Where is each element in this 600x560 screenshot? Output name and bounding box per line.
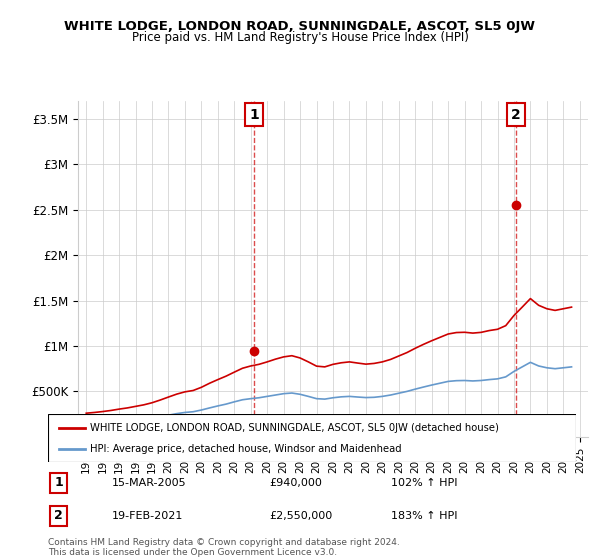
Text: 183% ↑ HPI: 183% ↑ HPI xyxy=(391,511,458,521)
Text: 15-MAR-2005: 15-MAR-2005 xyxy=(112,478,186,488)
Text: 19-FEB-2021: 19-FEB-2021 xyxy=(112,511,183,521)
Text: HPI: Average price, detached house, Windsor and Maidenhead: HPI: Average price, detached house, Wind… xyxy=(90,444,402,454)
Text: 1: 1 xyxy=(54,477,63,489)
Text: WHITE LODGE, LONDON ROAD, SUNNINGDALE, ASCOT, SL5 0JW (detached house): WHITE LODGE, LONDON ROAD, SUNNINGDALE, A… xyxy=(90,423,499,433)
Text: Price paid vs. HM Land Registry's House Price Index (HPI): Price paid vs. HM Land Registry's House … xyxy=(131,31,469,44)
Text: £940,000: £940,000 xyxy=(270,478,323,488)
Text: 1: 1 xyxy=(249,108,259,122)
Text: 102% ↑ HPI: 102% ↑ HPI xyxy=(391,478,458,488)
Text: £2,550,000: £2,550,000 xyxy=(270,511,333,521)
Text: 2: 2 xyxy=(54,509,63,522)
FancyBboxPatch shape xyxy=(48,414,576,462)
Text: WHITE LODGE, LONDON ROAD, SUNNINGDALE, ASCOT, SL5 0JW: WHITE LODGE, LONDON ROAD, SUNNINGDALE, A… xyxy=(65,20,536,32)
Text: 2: 2 xyxy=(511,108,521,122)
Text: Contains HM Land Registry data © Crown copyright and database right 2024.
This d: Contains HM Land Registry data © Crown c… xyxy=(48,538,400,557)
